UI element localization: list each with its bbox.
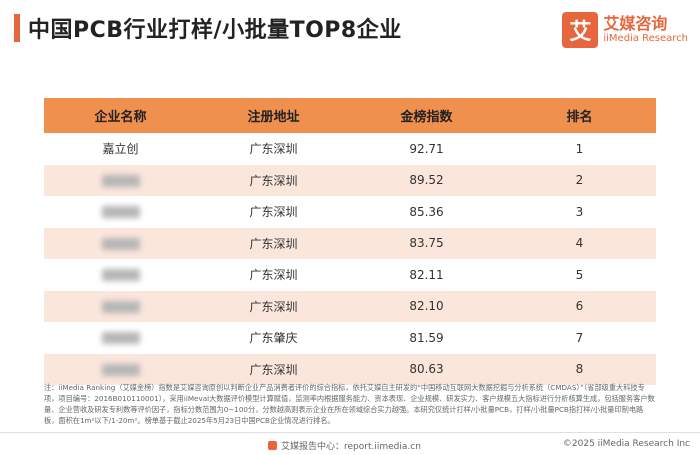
table-row: 广东肇庆 81.59 7 (44, 322, 656, 354)
ranking-table: 企业名称 注册地址 金榜指数 排名 嘉立创 广东深圳 92.71 1 广东深圳 89.52… (44, 98, 656, 385)
logo-mark-icon: 艾 (562, 12, 599, 48)
address-cell: 广东肇庆 (197, 322, 350, 354)
rank-cell: 2 (503, 164, 656, 196)
rank-cell: 3 (503, 196, 656, 228)
score-cell: 83.75 (350, 227, 503, 259)
table-row: 广东深圳 89.52 2 (44, 164, 656, 196)
footer-copyright: ©2025 iiMedia Research Inc (562, 439, 690, 449)
blurred-company-name (101, 269, 140, 282)
address-cell: 广东深圳 (197, 133, 350, 165)
rank-cell: 6 (503, 290, 656, 322)
footer-divider (0, 432, 700, 433)
company-name-cell: 嘉立创 (44, 133, 197, 165)
iimedia-logo: 艾 艾媒咨询 iiMedia Research (562, 10, 688, 50)
blurred-company-name (101, 332, 140, 345)
address-cell: 广东深圳 (197, 196, 350, 228)
address-cell: 广东深圳 (197, 353, 350, 385)
company-name-cell (44, 227, 197, 259)
table-row: 广东深圳 85.36 3 (44, 196, 656, 228)
rank-cell: 4 (503, 227, 656, 259)
column-header-rank: 排名 (503, 98, 656, 133)
column-header-company: 企业名称 (44, 98, 197, 133)
address-cell: 广东深圳 (197, 164, 350, 196)
methodology-note: 注：iiMedia Ranking（艾媒金榜）指数是艾媒咨询原创以判断企业产品消… (44, 383, 655, 425)
table-header-row: 企业名称 注册地址 金榜指数 排名 (44, 98, 656, 133)
blurred-company-name (101, 206, 140, 219)
score-cell: 82.11 (350, 259, 503, 291)
blurred-company-name (101, 363, 140, 376)
rank-cell: 8 (503, 353, 656, 385)
title-accent-bar (14, 14, 20, 42)
column-header-score: 金榜指数 (350, 98, 503, 133)
blurred-company-name (101, 174, 140, 187)
table-row: 广东深圳 80.63 8 (44, 353, 656, 385)
company-name-cell (44, 259, 197, 291)
report-center-icon (268, 441, 277, 450)
logo-chinese-name: 艾媒咨询 (603, 14, 668, 33)
score-cell: 89.52 (350, 164, 503, 196)
address-cell: 广东深圳 (197, 259, 350, 291)
rank-cell: 7 (503, 322, 656, 354)
score-cell: 80.63 (350, 353, 503, 385)
rank-cell: 5 (503, 259, 656, 291)
footer: 艾媒报告中心：report.iimedia.cn ©2025 iiMedia R… (0, 438, 700, 454)
table-row: 嘉立创 广东深圳 92.71 1 (44, 133, 656, 165)
company-name-cell (44, 322, 197, 354)
score-cell: 81.59 (350, 322, 503, 354)
footer-source-link[interactable]: 艾媒报告中心：report.iimedia.cn (281, 442, 421, 452)
company-name-cell (44, 196, 197, 228)
logo-english-name: iiMedia Research (603, 33, 688, 44)
score-cell: 92.71 (350, 133, 503, 165)
score-cell: 85.36 (350, 196, 503, 228)
score-cell: 82.10 (350, 290, 503, 322)
page-title: 中国PCB行业打样/小批量TOP8企业 (28, 18, 402, 43)
rank-cell: 1 (503, 133, 656, 165)
table-row: 广东深圳 83.75 4 (44, 227, 656, 259)
column-header-address: 注册地址 (197, 98, 350, 133)
blurred-company-name (101, 300, 140, 313)
table-row: 广东深圳 82.11 5 (44, 259, 656, 291)
blurred-company-name (101, 237, 140, 250)
address-cell: 广东深圳 (197, 227, 350, 259)
company-name-cell (44, 290, 197, 322)
address-cell: 广东深圳 (197, 290, 350, 322)
table-row: 广东深圳 82.10 6 (44, 290, 656, 322)
company-name-cell (44, 353, 197, 385)
company-name-cell (44, 164, 197, 196)
